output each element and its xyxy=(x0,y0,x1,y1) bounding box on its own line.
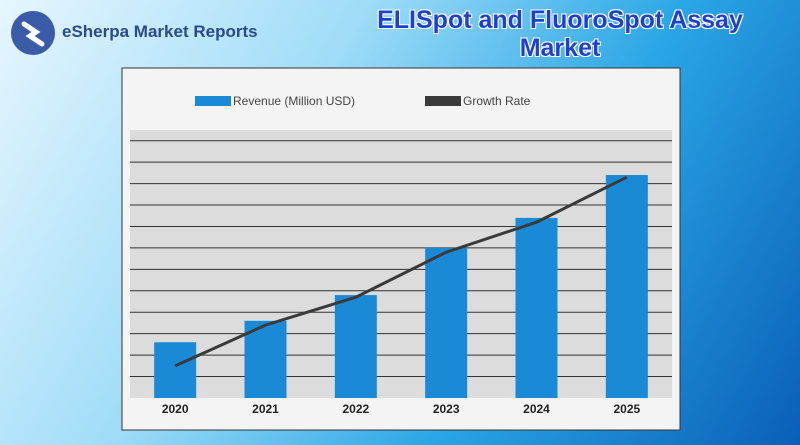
legend-label: Growth Rate xyxy=(463,94,531,108)
x-tick-label: 2020 xyxy=(162,402,189,416)
logo xyxy=(11,11,55,55)
x-tick-label: 2021 xyxy=(252,402,279,416)
x-tick-label: 2025 xyxy=(613,402,640,416)
legend-label: Revenue (Million USD) xyxy=(233,94,355,108)
chart-title: ELISpot and FluoroSpot Assay Market xyxy=(377,6,743,62)
legend-swatch xyxy=(425,96,461,106)
legend-swatch xyxy=(195,96,231,106)
plot-area xyxy=(130,130,672,398)
brand-name: eSherpa Market Reports xyxy=(62,22,258,41)
bar xyxy=(515,217,558,398)
x-tick-label: 2024 xyxy=(523,402,550,416)
x-tick-label: 2022 xyxy=(342,402,369,416)
bar xyxy=(425,247,468,398)
bar xyxy=(334,295,377,398)
bar xyxy=(154,342,197,398)
growth-line xyxy=(174,175,628,368)
x-tick-label: 2023 xyxy=(433,402,460,416)
bar xyxy=(244,320,287,398)
bar xyxy=(605,175,648,398)
